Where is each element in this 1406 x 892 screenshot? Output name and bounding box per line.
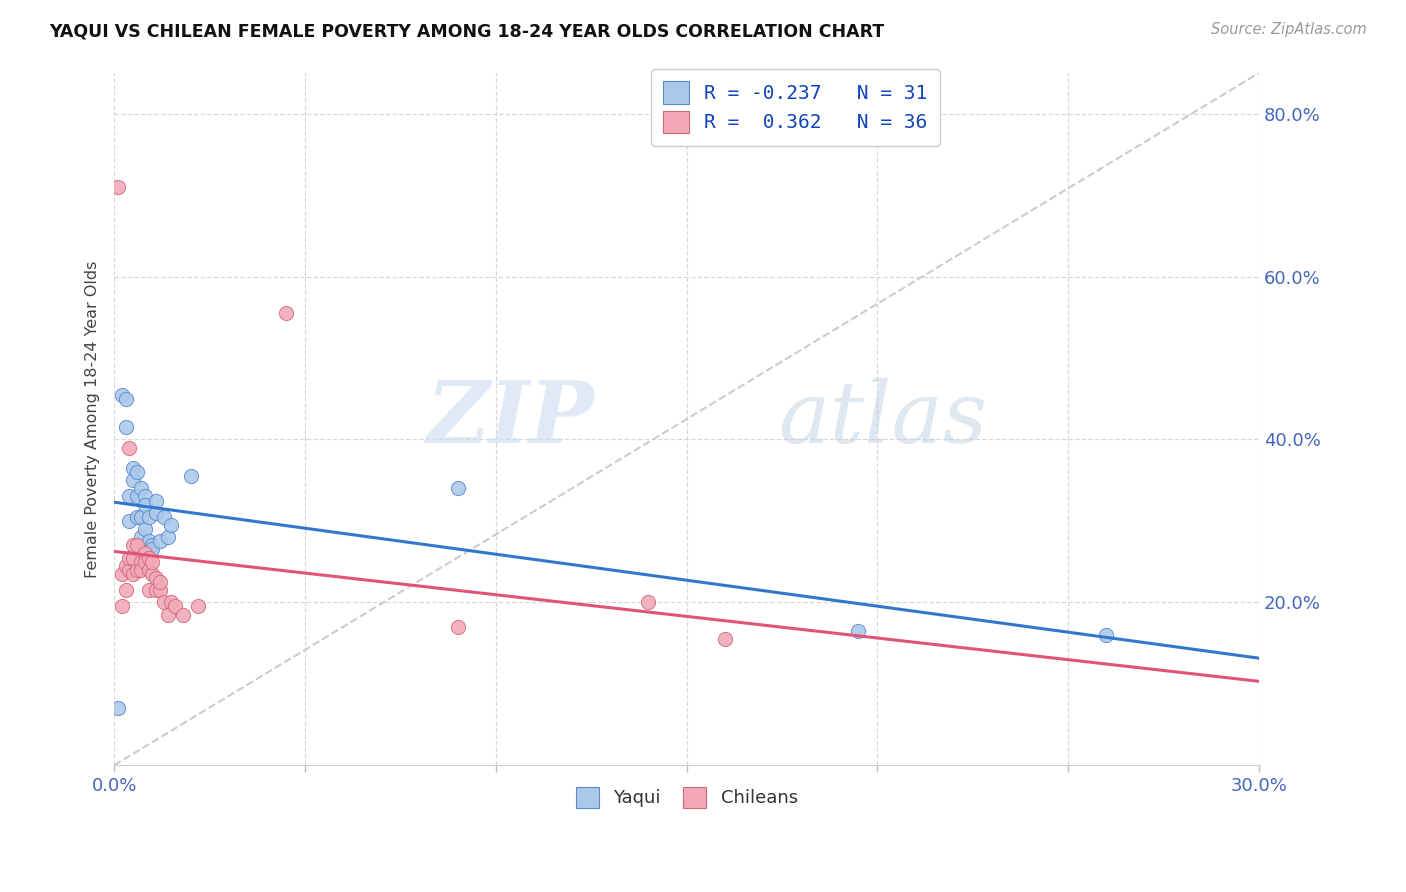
Point: [156, 530, 179, 544]
Point: [446, 620, 468, 634]
Y-axis label: Female Poverty Among 18-24 Year Olds: Female Poverty Among 18-24 Year Olds: [86, 260, 100, 578]
Point: [118, 550, 141, 565]
Point: [179, 469, 201, 483]
Point: [111, 599, 134, 614]
Point: [145, 506, 167, 520]
Point: [141, 566, 163, 581]
Point: [165, 599, 187, 614]
Point: [138, 563, 160, 577]
Point: [122, 461, 145, 475]
Point: [1095, 628, 1118, 642]
Point: [141, 538, 163, 552]
Point: [156, 607, 179, 622]
Point: [129, 563, 152, 577]
Point: [149, 534, 172, 549]
Point: [111, 387, 134, 401]
Point: [138, 534, 160, 549]
Point: [846, 624, 869, 638]
Point: [114, 392, 136, 406]
Text: atlas: atlas: [778, 377, 987, 460]
Point: [125, 490, 148, 504]
Legend: Yaqui, Chileans: Yaqui, Chileans: [568, 780, 804, 815]
Point: [129, 555, 152, 569]
Point: [134, 522, 156, 536]
Point: [125, 465, 148, 479]
Point: [134, 498, 156, 512]
Text: YAQUI VS CHILEAN FEMALE POVERTY AMONG 18-24 YEAR OLDS CORRELATION CHART: YAQUI VS CHILEAN FEMALE POVERTY AMONG 18…: [49, 22, 884, 40]
Point: [134, 555, 156, 569]
Point: [138, 550, 160, 565]
Point: [172, 607, 194, 622]
Point: [138, 583, 160, 598]
Point: [122, 550, 145, 565]
Point: [125, 509, 148, 524]
Point: [152, 509, 174, 524]
Point: [129, 481, 152, 495]
Point: [111, 566, 134, 581]
Point: [118, 563, 141, 577]
Point: [160, 518, 183, 533]
Point: [149, 574, 172, 589]
Point: [122, 538, 145, 552]
Point: [125, 538, 148, 552]
Point: [145, 493, 167, 508]
Point: [187, 599, 209, 614]
Point: [637, 595, 659, 609]
Point: [129, 530, 152, 544]
Point: [114, 583, 136, 598]
Point: [122, 566, 145, 581]
Point: [107, 701, 129, 715]
Point: [118, 490, 141, 504]
Point: [122, 473, 145, 487]
Point: [134, 546, 156, 560]
Text: ZIP: ZIP: [427, 377, 595, 461]
Point: [152, 595, 174, 609]
Point: [118, 441, 141, 455]
Point: [118, 514, 141, 528]
Point: [125, 563, 148, 577]
Point: [141, 555, 163, 569]
Point: [145, 571, 167, 585]
Point: [160, 595, 183, 609]
Point: [149, 583, 172, 598]
Point: [141, 542, 163, 557]
Point: [129, 509, 152, 524]
Point: [134, 490, 156, 504]
Point: [107, 180, 129, 194]
Point: [145, 583, 167, 598]
Point: [114, 558, 136, 573]
Point: [114, 420, 136, 434]
Point: [274, 306, 297, 320]
Text: Source: ZipAtlas.com: Source: ZipAtlas.com: [1211, 22, 1367, 37]
Point: [713, 632, 735, 646]
Point: [138, 509, 160, 524]
Point: [446, 481, 468, 495]
